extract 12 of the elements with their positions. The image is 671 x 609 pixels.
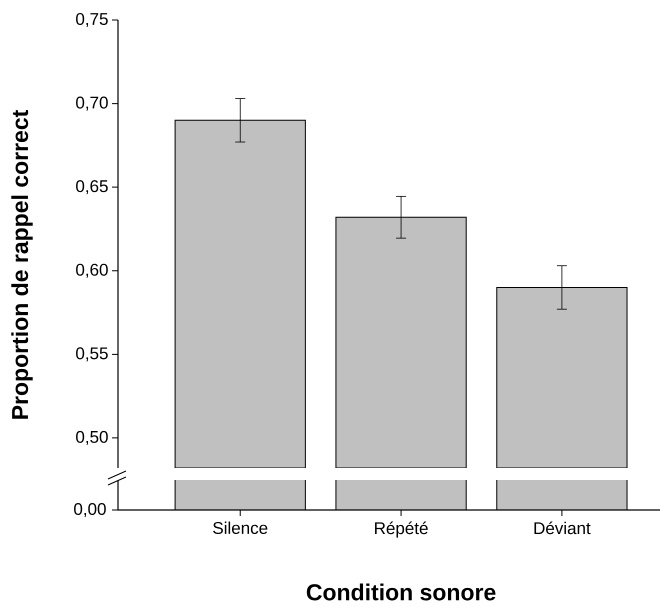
y-tick-label: 0,65 xyxy=(76,180,108,194)
x-axis-title: Condition sonore xyxy=(306,584,496,600)
y-tick-label: 0,70 xyxy=(76,96,108,111)
x-tick-label: Silence xyxy=(213,522,268,534)
text: 0,00 xyxy=(74,502,106,518)
x-tick-label: Répété xyxy=(375,522,428,538)
y-tick-label: 0,50 xyxy=(76,430,108,445)
y-tick-label: 0,55 xyxy=(76,347,108,362)
y-tick-label: 0,60 xyxy=(76,264,108,278)
y-axis-title: Proportion de rappel correct xyxy=(11,110,33,419)
y-tick-label: 0,75 xyxy=(76,12,108,28)
x-tick-label: Déviant xyxy=(534,522,591,534)
